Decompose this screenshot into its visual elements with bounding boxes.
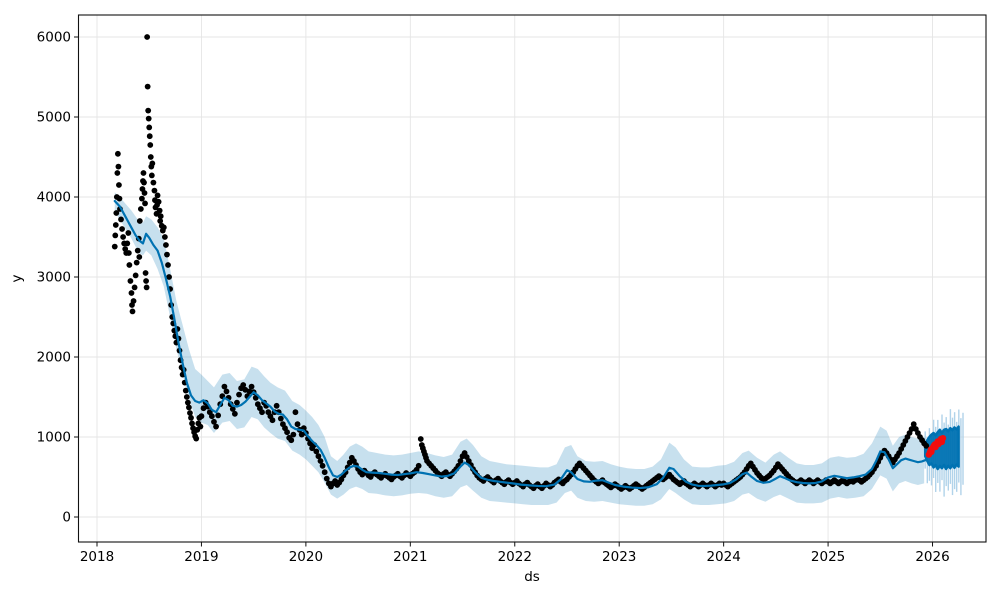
y-axis-label: y	[9, 275, 25, 283]
y-tick-label: 6000	[37, 30, 71, 46]
y-tick-label: 5000	[37, 110, 71, 126]
x-tick-label: 2024	[706, 549, 740, 565]
x-axis-label: ds	[524, 569, 540, 585]
y-tick-label: 4000	[37, 190, 71, 206]
x-tick-label: 2023	[602, 549, 636, 565]
x-tick-label: 2019	[184, 549, 218, 565]
uncertainty-band	[114, 192, 925, 506]
yhat-line	[113, 199, 927, 490]
x-tick-label: 2018	[80, 549, 114, 565]
y-tick-label: 2000	[37, 350, 71, 366]
y-tick-label: 0	[62, 510, 71, 526]
x-tick-label: 2021	[393, 549, 427, 565]
x-tick-label: 2022	[498, 549, 532, 565]
y-tick-label: 1000	[37, 430, 71, 446]
y-tick-label: 3000	[37, 270, 71, 286]
gridlines	[78, 15, 986, 542]
axes-spines-and-ticks	[74, 14, 987, 547]
x-tick-label: 2026	[915, 549, 949, 565]
x-tick-label: 2020	[289, 549, 323, 565]
anomaly-points	[925, 435, 947, 458]
x-tick-label: 2025	[811, 549, 845, 565]
tick-labels: 2018 2019 2020 2021 2022 2023 2024 2025 2026 0 100…	[37, 30, 950, 565]
forecast-yhat-region	[923, 425, 960, 471]
